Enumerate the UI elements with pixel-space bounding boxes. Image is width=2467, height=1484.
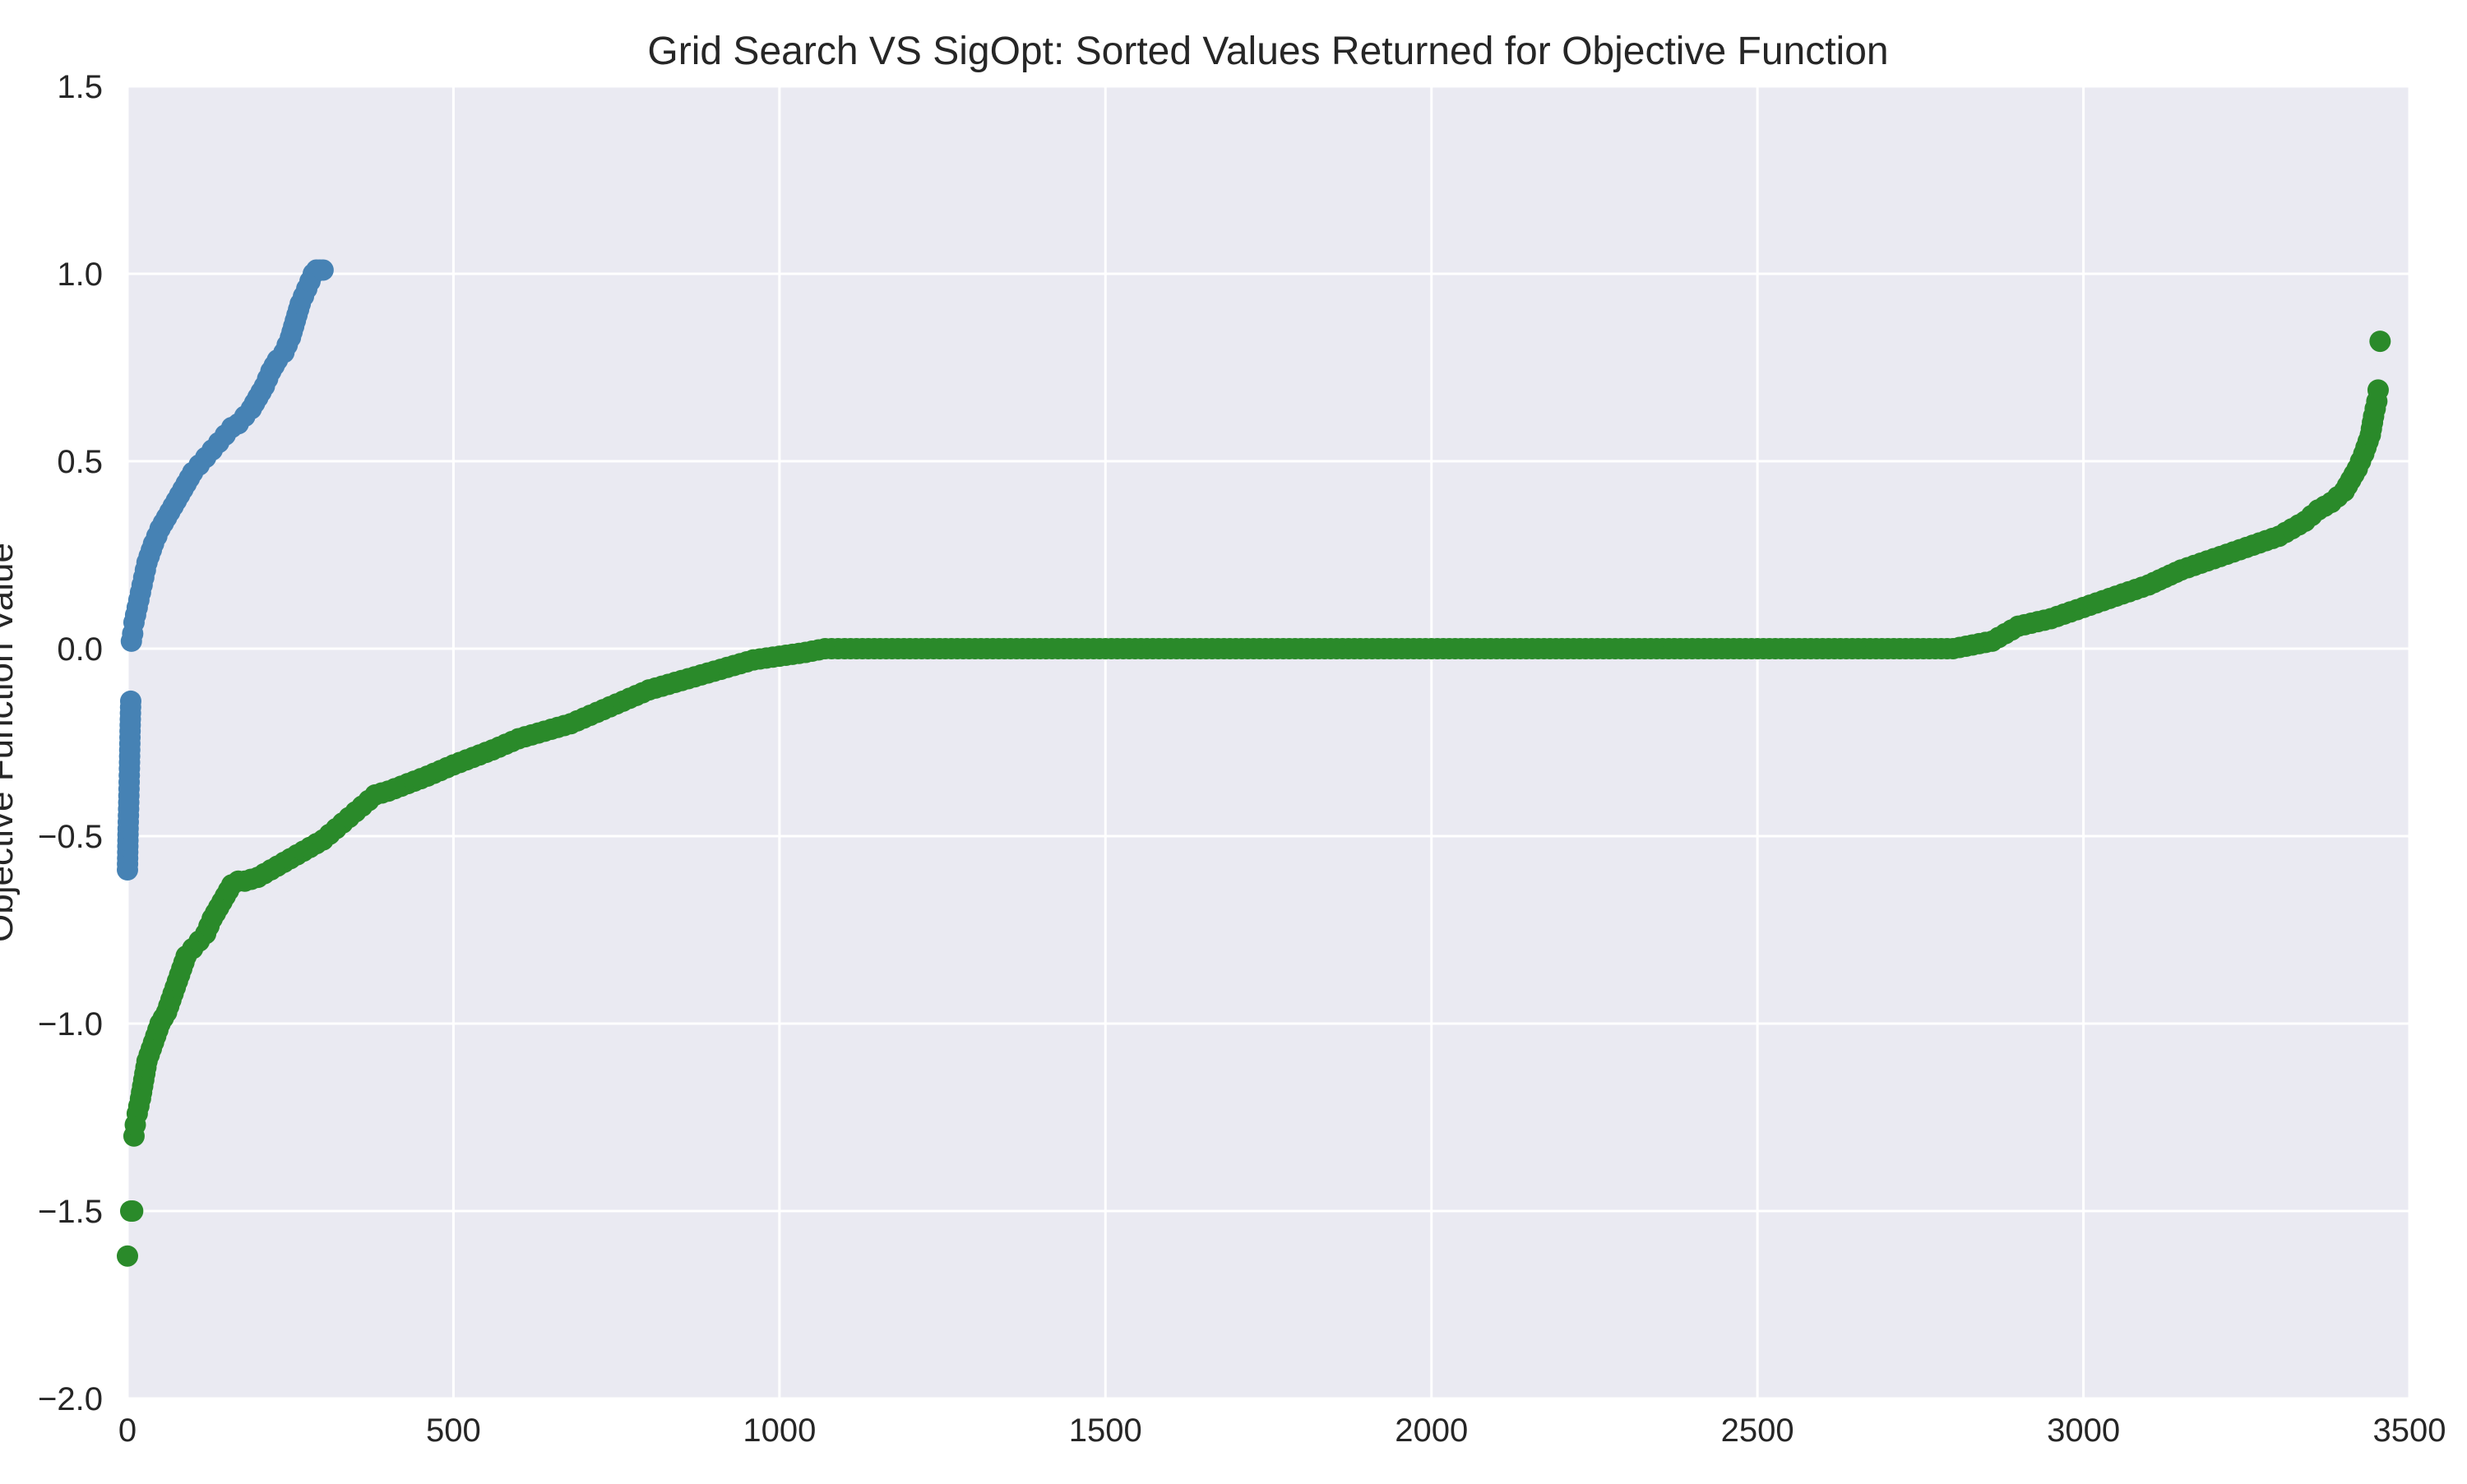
chart-title: Grid Search VS SigOpt: Sorted Values Ret…	[647, 30, 1888, 73]
y-tick-label: 1.0	[57, 257, 103, 293]
data-series	[117, 259, 2391, 1267]
y-tick-label: −1.5	[38, 1194, 103, 1230]
y-tick-label: −0.5	[38, 819, 103, 855]
x-tick-label: 2500	[1721, 1412, 1794, 1449]
x-tick-label: 1500	[1069, 1412, 1142, 1449]
x-tick-label: 1000	[743, 1412, 816, 1449]
data-point	[2367, 379, 2389, 401]
grid-lines	[126, 85, 2411, 1400]
y-tick-label: −1.0	[38, 1006, 103, 1042]
x-tick-label: 0	[118, 1412, 137, 1449]
x-tick-label: 3000	[2047, 1412, 2120, 1449]
data-point	[122, 1200, 144, 1222]
series-1	[117, 331, 2391, 1267]
tick-labels: 0 500 1000 1500 2000 2500 3000 3500 −2.0 −1.5 −1.0…	[38, 69, 2446, 1449]
data-point	[2369, 331, 2391, 353]
y-tick-label: −2.0	[38, 1381, 103, 1417]
y-tick-label: 0.0	[57, 631, 103, 668]
x-tick-label: 2000	[1395, 1412, 1468, 1449]
data-point	[119, 690, 141, 712]
data-point	[312, 259, 334, 281]
series-0	[117, 259, 334, 881]
y-axis-label: Objective Function Value	[0, 543, 21, 942]
plot-area	[127, 86, 2409, 1398]
x-tick-label: 3500	[2373, 1412, 2446, 1449]
y-tick-label: 0.5	[57, 444, 103, 480]
y-tick-label: 1.5	[57, 69, 103, 105]
data-point	[117, 1245, 138, 1267]
x-tick-label: 500	[426, 1412, 481, 1449]
